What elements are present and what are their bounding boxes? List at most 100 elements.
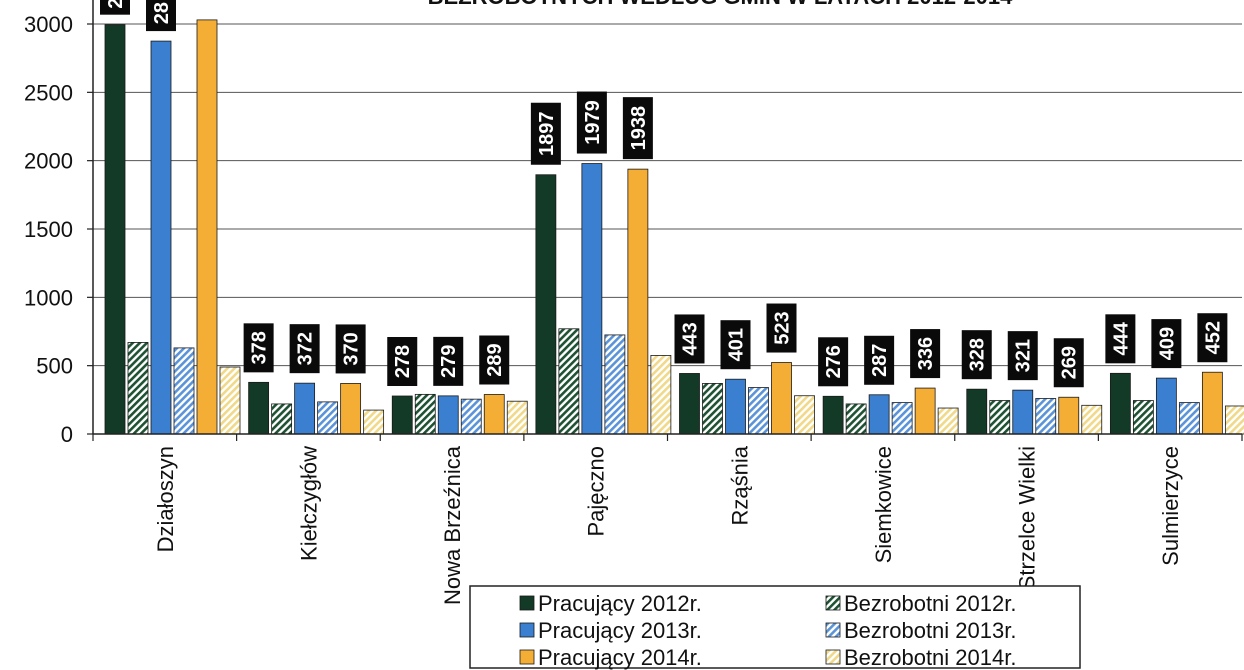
data-label-text: 409 <box>1156 327 1178 360</box>
data-label: 287 <box>864 335 895 385</box>
bar <box>1201 371 1223 435</box>
data-label-text: 523 <box>772 311 794 344</box>
data-label-text: 289 <box>484 343 506 376</box>
legend-label: Pracujący 2013r. <box>538 618 702 643</box>
bar <box>1035 398 1057 435</box>
bar <box>627 168 649 435</box>
bar <box>868 394 890 435</box>
y-tick-label: 3000 <box>24 12 73 37</box>
legend-label: Pracujący 2012r. <box>538 591 702 616</box>
data-label: 370 <box>335 324 366 374</box>
bar <box>294 382 316 435</box>
bar <box>437 395 459 435</box>
bar <box>219 366 241 435</box>
legend-label: Bezrobotni 2014r. <box>844 645 1016 670</box>
bar <box>1132 400 1154 435</box>
bar <box>581 163 603 435</box>
legend-label: Pracujący 2014r. <box>538 645 702 670</box>
data-label-text: 370 <box>341 332 363 365</box>
bar <box>1012 389 1034 435</box>
data-label: 279 <box>433 336 464 386</box>
data-label-text: 328 <box>967 338 989 371</box>
bar <box>891 402 913 435</box>
x-tick-label: Kiełczygłów <box>296 446 321 561</box>
data-label-box <box>622 97 653 160</box>
bar <box>363 409 385 435</box>
y-tick-label: 0 <box>61 422 73 447</box>
data-label: 328 <box>961 330 992 380</box>
bar <box>317 401 339 435</box>
bar <box>558 328 580 435</box>
data-label: 1938 <box>622 97 653 160</box>
data-label-box <box>243 323 274 373</box>
data-label-box <box>818 337 849 387</box>
legend-swatch <box>825 622 841 638</box>
data-label-box <box>146 0 176 32</box>
bar <box>1109 372 1131 435</box>
bar <box>679 373 700 435</box>
data-label-text: 287 <box>869 344 891 377</box>
data-label: 2 <box>100 0 130 15</box>
legend-item: Bezrobotni 2013r. <box>825 618 1016 643</box>
y-tick-label: 1000 <box>24 285 73 310</box>
data-label-box <box>766 303 797 353</box>
data-label-text: 372 <box>295 332 317 365</box>
data-label-text: 321 <box>1013 339 1035 372</box>
bar <box>104 24 126 435</box>
data-label: 409 <box>1151 319 1182 369</box>
data-label-text: 269 <box>1059 346 1081 379</box>
data-label-box <box>335 324 366 374</box>
bar <box>937 407 959 435</box>
data-label-text: 276 <box>823 345 845 378</box>
legend-swatch <box>519 595 535 611</box>
data-label: 289 <box>479 335 510 385</box>
data-label: 452 <box>1197 313 1228 363</box>
data-label: 321 <box>1007 331 1038 381</box>
legend-swatch <box>825 649 841 665</box>
data-label: 1979 <box>576 91 607 154</box>
data-label: 336 <box>910 329 941 379</box>
bar <box>650 355 672 435</box>
bar <box>725 378 746 435</box>
bar <box>771 362 792 435</box>
bar <box>1178 402 1200 435</box>
data-label-text: 443 <box>680 322 702 355</box>
bar <box>845 403 867 435</box>
legend-box <box>469 585 1081 669</box>
legend-swatch <box>519 622 535 638</box>
data-label: 276 <box>818 337 849 387</box>
legend-swatch <box>825 595 841 611</box>
data-label-text: 1897 <box>536 111 558 156</box>
bar <box>1081 404 1103 435</box>
data-label-box <box>433 336 464 386</box>
data-label-text: 278 <box>392 345 414 378</box>
bar <box>702 383 723 435</box>
legend-item: Pracujący 2012r. <box>519 591 702 616</box>
bar <box>460 398 482 435</box>
data-label-text: 279 <box>438 345 460 378</box>
legend-swatch <box>519 649 535 665</box>
data-label: 372 <box>289 324 320 374</box>
data-label: 28 <box>146 0 176 32</box>
data-label-box <box>576 91 607 154</box>
data-label: 444 <box>1105 314 1136 364</box>
bar <box>1224 405 1244 435</box>
data-label-box <box>1151 319 1182 369</box>
data-label-box <box>1105 314 1136 364</box>
data-label-box <box>530 102 561 165</box>
data-label-text: 336 <box>915 337 937 370</box>
bar <box>340 383 362 435</box>
data-label-text: 401 <box>726 328 748 361</box>
bar <box>989 400 1011 435</box>
x-tick-label: Strzelce Wielki <box>1015 446 1040 590</box>
bar <box>248 381 270 435</box>
legend-item: Pracujący 2014r. <box>519 645 702 670</box>
bar <box>794 395 815 435</box>
bar <box>127 342 149 435</box>
legend-item: Bezrobotni 2012r. <box>825 591 1016 616</box>
data-label-box <box>479 335 510 385</box>
x-tick-label: Działoszyn <box>153 446 178 552</box>
bar <box>196 19 218 435</box>
bar <box>914 387 936 435</box>
x-tick-label: Nowa Brzeźnica <box>440 445 465 605</box>
